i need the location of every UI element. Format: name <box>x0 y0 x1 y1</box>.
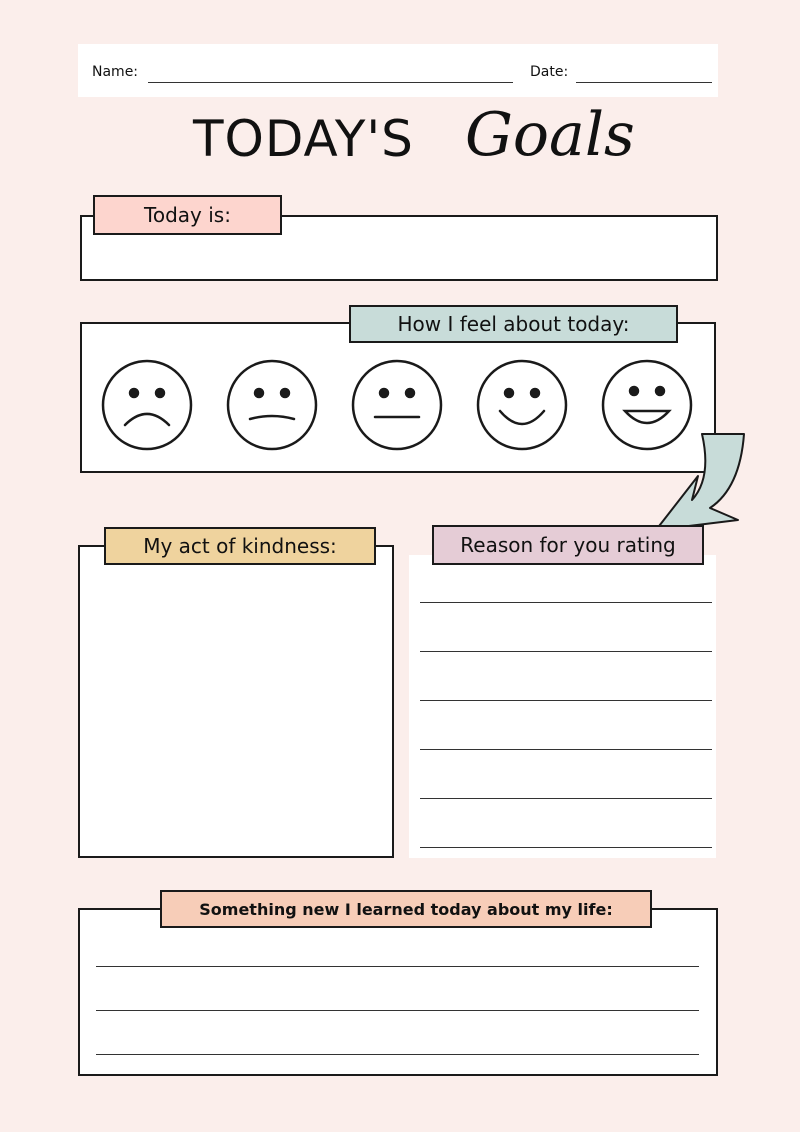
face-row <box>101 359 693 451</box>
date-label: Date: <box>530 64 569 80</box>
name-label: Name: <box>92 64 139 80</box>
header-strip: Name: Date: <box>78 44 718 97</box>
writing-line <box>420 847 712 848</box>
date-field[interactable] <box>576 82 712 83</box>
sad-face-icon[interactable] <box>226 359 318 451</box>
learned-tag: Something new I learned today about my l… <box>160 890 652 928</box>
name-field[interactable] <box>148 82 513 83</box>
happy-face-icon[interactable] <box>476 359 568 451</box>
reason-tag: Reason for you rating <box>432 525 704 565</box>
very-happy-face-icon[interactable] <box>601 359 693 451</box>
arrow-icon <box>655 433 745 531</box>
kindness-box[interactable] <box>78 545 394 858</box>
writing-line <box>96 966 699 967</box>
today-tag: Today is: <box>93 195 282 235</box>
kindness-tag: My act of kindness: <box>104 527 376 565</box>
writing-line <box>420 798 712 799</box>
reason-box[interactable] <box>409 555 716 858</box>
title-script: Goals <box>465 100 635 170</box>
learned-box[interactable] <box>78 908 718 1076</box>
writing-line <box>420 602 712 603</box>
very-sad-face-icon[interactable] <box>101 359 193 451</box>
title-main: TODAY'S <box>193 110 414 168</box>
writing-line <box>420 651 712 652</box>
writing-line <box>420 700 712 701</box>
writing-line <box>96 1054 699 1055</box>
writing-line <box>96 1010 699 1011</box>
neutral-face-icon[interactable] <box>351 359 443 451</box>
feel-tag: How I feel about today: <box>349 305 678 343</box>
writing-line <box>420 749 712 750</box>
